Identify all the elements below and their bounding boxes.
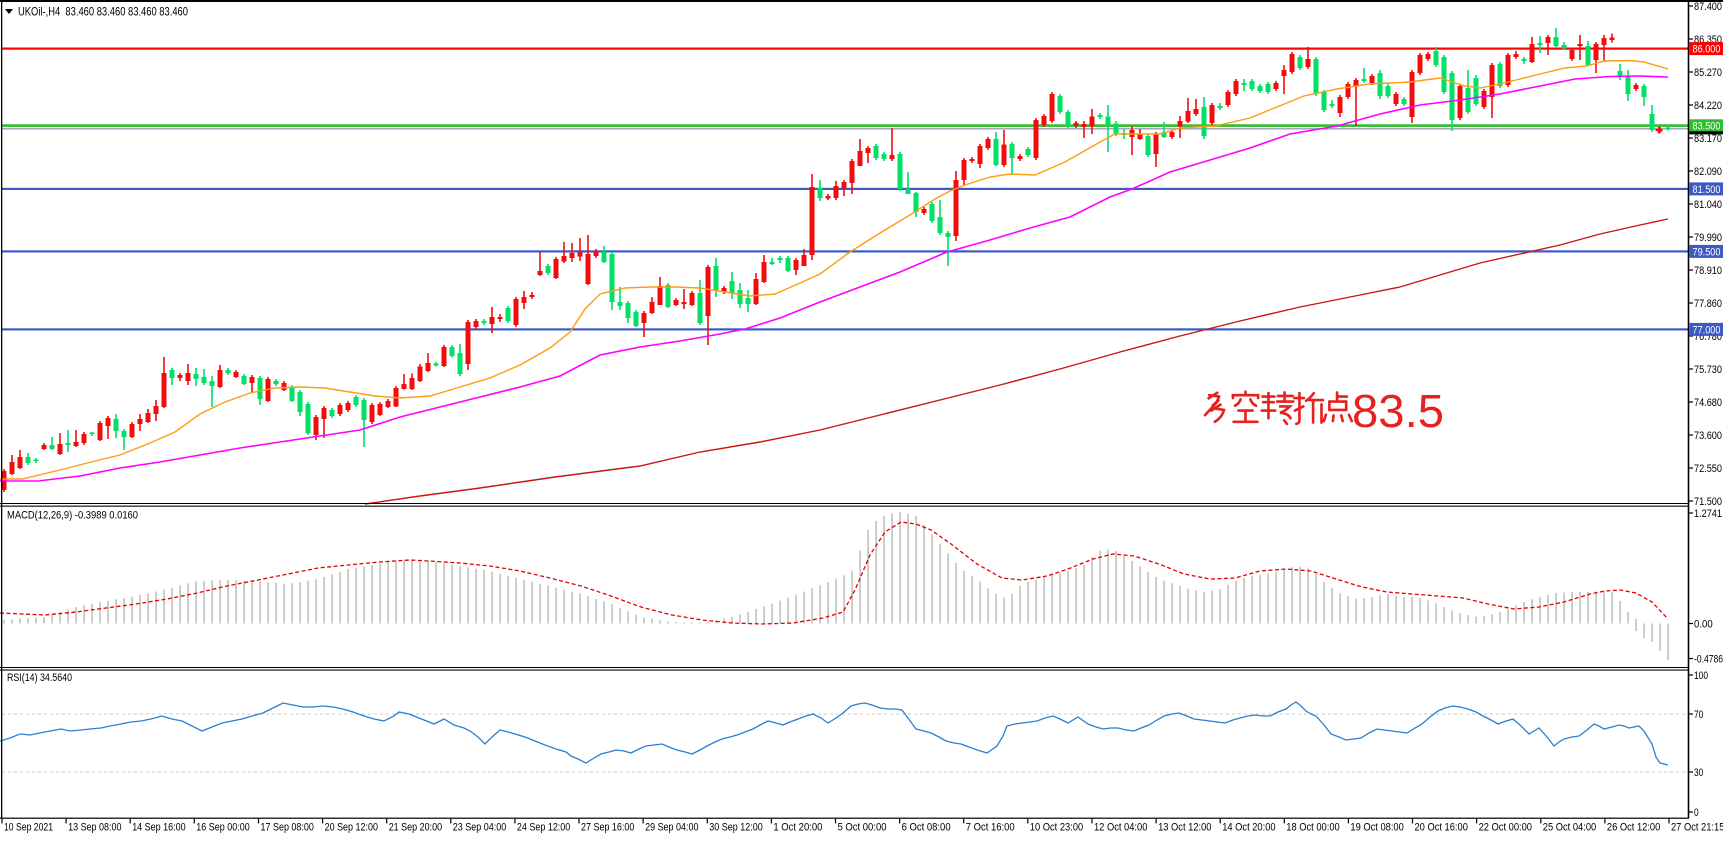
svg-text:21 Sep 20:00: 21 Sep 20:00 [389, 822, 442, 834]
svg-text:14 Sep 16:00: 14 Sep 16:00 [132, 822, 185, 834]
svg-text:70: 70 [1694, 709, 1703, 721]
svg-text:86.000: 86.000 [1693, 44, 1721, 56]
svg-text:72.550: 72.550 [1694, 463, 1722, 475]
svg-text:79.990: 79.990 [1694, 232, 1722, 244]
svg-text:82.090: 82.090 [1694, 166, 1722, 178]
svg-text:10 Sep 2021: 10 Sep 2021 [4, 822, 53, 834]
svg-text:13 Oct 12:00: 13 Oct 12:00 [1158, 822, 1211, 834]
svg-text:18 Oct 00:00: 18 Oct 00:00 [1286, 822, 1339, 834]
svg-text:1 Oct 20:00: 1 Oct 20:00 [773, 822, 822, 834]
svg-text:83.500: 83.500 [1693, 120, 1721, 132]
svg-text:75.730: 75.730 [1694, 364, 1722, 376]
svg-text:23 Sep 04:00: 23 Sep 04:00 [453, 822, 506, 834]
svg-text:19 Oct 08:00: 19 Oct 08:00 [1350, 822, 1403, 834]
svg-text:24 Sep 12:00: 24 Sep 12:00 [517, 822, 570, 834]
svg-text:0: 0 [1694, 807, 1699, 819]
svg-text:83.170: 83.170 [1694, 133, 1722, 145]
svg-text:1.2741: 1.2741 [1694, 508, 1722, 520]
svg-text:25 Oct 04:00: 25 Oct 04:00 [1543, 822, 1596, 834]
svg-text:79.500: 79.500 [1693, 246, 1721, 258]
svg-text:20 Sep 12:00: 20 Sep 12:00 [325, 822, 378, 834]
svg-text:13 Sep 08:00: 13 Sep 08:00 [68, 822, 121, 834]
svg-text:6 Oct 08:00: 6 Oct 08:00 [902, 822, 951, 834]
svg-text:78.910: 78.910 [1694, 265, 1722, 277]
svg-text:20 Oct 16:00: 20 Oct 16:00 [1415, 822, 1468, 834]
svg-text:7 Oct 16:00: 7 Oct 16:00 [966, 822, 1015, 834]
svg-text:77.000: 77.000 [1693, 324, 1721, 336]
svg-text:81.500: 81.500 [1693, 184, 1721, 196]
svg-text:MACD(12,26,9) -0.3989 0.0160: MACD(12,26,9) -0.3989 0.0160 [7, 510, 138, 522]
svg-text:22 Oct 00:00: 22 Oct 00:00 [1479, 822, 1532, 834]
svg-text:UKOil-,H4 83.460 83.460 83.46: UKOil-,H4 83.460 83.460 83.460 83.460 [18, 5, 188, 19]
svg-text:27 Sep 16:00: 27 Sep 16:00 [581, 822, 634, 834]
svg-text:26 Oct 12:00: 26 Oct 12:00 [1607, 822, 1660, 834]
svg-text:17 Sep 08:00: 17 Sep 08:00 [261, 822, 314, 834]
svg-text:14 Oct 20:00: 14 Oct 20:00 [1222, 822, 1275, 834]
svg-text:84.220: 84.220 [1694, 100, 1722, 112]
svg-text:-0.4786: -0.4786 [1694, 654, 1723, 666]
svg-text:27 Oct 21:15: 27 Oct 21:15 [1671, 822, 1723, 834]
svg-text:100: 100 [1694, 670, 1708, 682]
svg-text:74.680: 74.680 [1694, 397, 1722, 409]
svg-text:81.040: 81.040 [1694, 199, 1722, 211]
svg-text:73.600: 73.600 [1694, 430, 1722, 442]
svg-text:10 Oct 23:00: 10 Oct 23:00 [1030, 822, 1083, 834]
svg-text:30: 30 [1694, 767, 1703, 779]
svg-text:0.00: 0.00 [1694, 619, 1713, 631]
svg-text:RSI(14) 34.5640: RSI(14) 34.5640 [7, 672, 72, 684]
svg-text:12 Oct 04:00: 12 Oct 04:00 [1094, 822, 1147, 834]
svg-text:16 Sep 00:00: 16 Sep 00:00 [196, 822, 249, 834]
svg-text:77.860: 77.860 [1694, 298, 1722, 310]
svg-text:71.500: 71.500 [1694, 496, 1722, 508]
svg-text:87.400: 87.400 [1694, 1, 1722, 13]
svg-text:83.5: 83.5 [1352, 385, 1444, 437]
svg-text:5 Oct 00:00: 5 Oct 00:00 [838, 822, 887, 834]
svg-text:85.270: 85.270 [1694, 67, 1722, 79]
svg-text:29 Sep 04:00: 29 Sep 04:00 [645, 822, 698, 834]
svg-text:30 Sep 12:00: 30 Sep 12:00 [709, 822, 762, 834]
